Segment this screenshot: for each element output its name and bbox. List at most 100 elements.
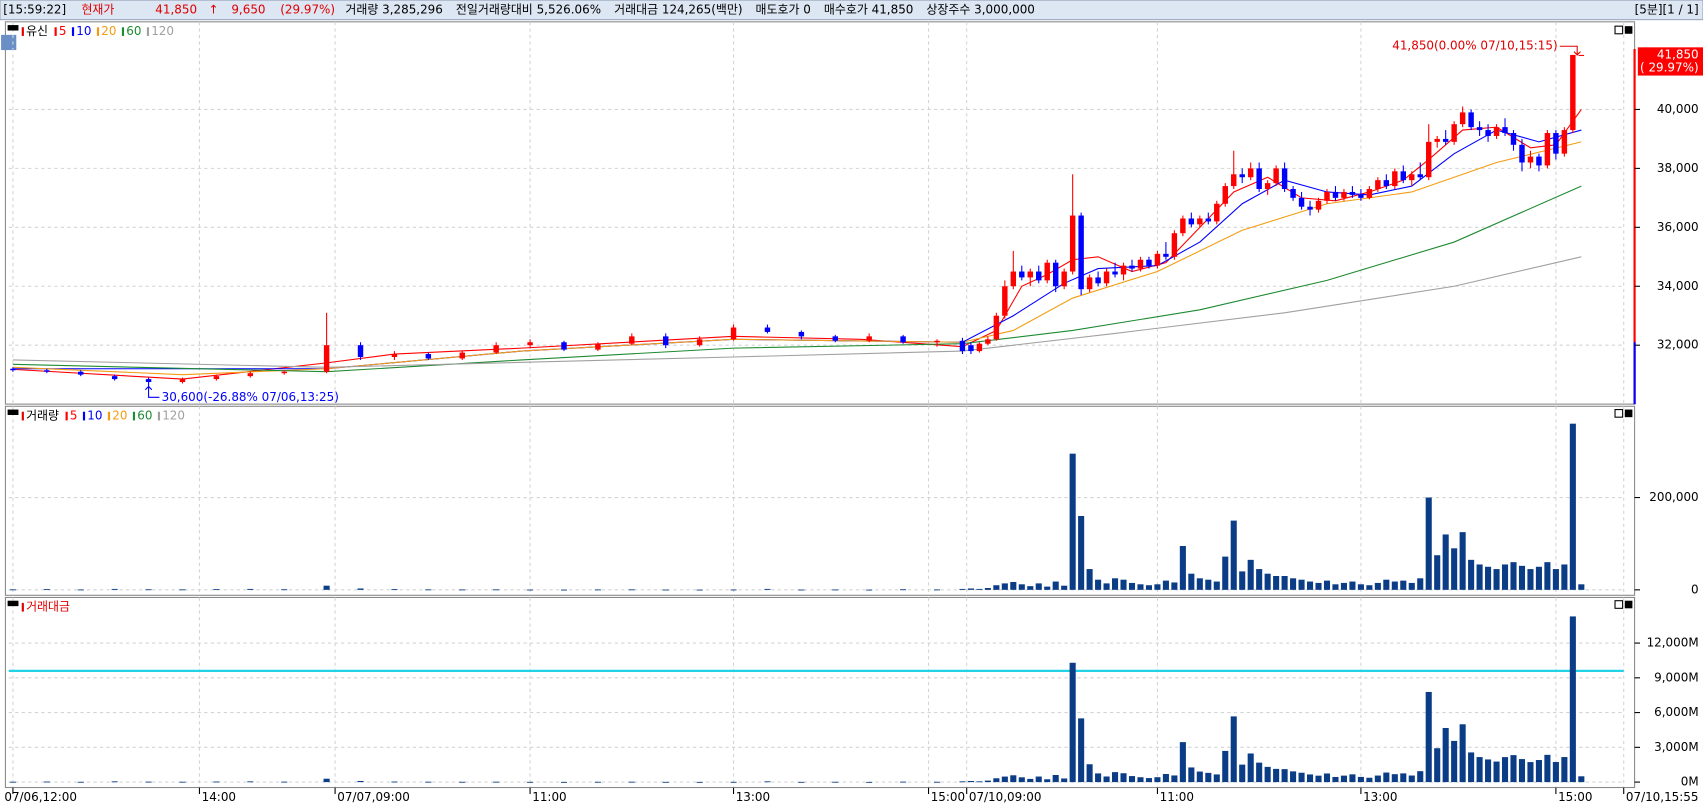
ma-line [12, 185, 1582, 373]
x-tick-label: 07/06,12:00 [4, 790, 77, 804]
bar [1044, 779, 1051, 783]
y-tick-label: 36,000 [1657, 220, 1699, 234]
candle-body [1146, 259, 1152, 266]
bar [459, 589, 466, 591]
legend-label: 5 [59, 24, 67, 38]
bar [425, 589, 432, 591]
bar [1001, 583, 1008, 590]
bar [1298, 579, 1305, 590]
bar [1078, 515, 1085, 590]
legend-swatch [54, 27, 57, 36]
candle-body [1341, 191, 1347, 198]
y-tick-label: 0 [1691, 582, 1699, 596]
bar [959, 588, 966, 590]
bar [493, 589, 500, 591]
bar [1188, 573, 1195, 590]
bar [77, 781, 84, 783]
bar [1510, 755, 1517, 783]
candle-body [179, 379, 186, 383]
candle-body [1273, 168, 1279, 184]
bar [1154, 777, 1161, 783]
bar [1476, 564, 1483, 590]
legend-swatch [157, 411, 161, 421]
bar [1417, 771, 1424, 783]
max-button[interactable] [1614, 409, 1624, 418]
candle-body [985, 339, 991, 344]
candle-body [1383, 180, 1390, 187]
bar [1552, 762, 1559, 783]
page-indicator[interactable]: [5분][1 / 1] [1635, 2, 1699, 16]
bar [1527, 762, 1534, 783]
bar [111, 781, 118, 783]
bar [1230, 716, 1237, 783]
bar [1425, 497, 1432, 590]
bar [1535, 566, 1542, 590]
candle-body [425, 354, 432, 359]
bar [1179, 742, 1186, 783]
legend-label: 10 [76, 24, 91, 38]
close-button[interactable] [1624, 26, 1633, 34]
bar [1112, 772, 1119, 783]
bar [1018, 584, 1025, 590]
bar [1298, 772, 1305, 783]
legend-label: 120 [162, 409, 185, 423]
bar [1578, 584, 1585, 590]
bar [1383, 579, 1390, 590]
close-button[interactable] [1624, 600, 1633, 609]
bar [145, 781, 152, 783]
candle-body [900, 336, 906, 343]
candle-body [1044, 262, 1050, 281]
y-tick-label: 0M [1681, 775, 1699, 789]
candle-body [78, 371, 84, 375]
bar [1264, 573, 1271, 590]
bar [1306, 581, 1314, 590]
bar [1569, 423, 1576, 590]
candle-body [696, 339, 703, 346]
bar [1222, 750, 1229, 783]
bar [1349, 581, 1356, 590]
candle-body [1154, 253, 1161, 266]
max-button[interactable] [1614, 25, 1624, 35]
bar [43, 781, 50, 783]
status-item: 상장주수 3,000,000 [926, 2, 1034, 16]
bar [662, 781, 669, 783]
value-panel [4, 596, 1636, 789]
candle-body [1570, 54, 1576, 131]
bar [1171, 775, 1178, 783]
candle-body [1358, 194, 1364, 198]
y-tick-label: 3,000M [1654, 740, 1698, 754]
bar [1128, 582, 1136, 590]
candle-body [1468, 112, 1474, 128]
bar [1145, 778, 1152, 783]
price-label: 현재가 [81, 2, 114, 16]
bar [1535, 760, 1542, 783]
bar [213, 781, 220, 783]
candle-body [1375, 180, 1381, 190]
candle-body [1366, 189, 1373, 198]
annotation: 41,850(0.00% 07/10,15:15) [1392, 39, 1557, 53]
legend-name: 유신 [26, 24, 48, 38]
close-button[interactable] [1624, 409, 1633, 418]
bar [527, 781, 534, 783]
bar [560, 781, 568, 783]
bar [1061, 778, 1068, 783]
max-button[interactable] [1614, 600, 1624, 609]
candle-body [1188, 218, 1195, 225]
candle-body [1417, 174, 1423, 178]
ma-line [12, 256, 1582, 368]
panel-button[interactable] [1, 34, 17, 51]
bar [976, 588, 983, 590]
current-price-box [1637, 47, 1703, 76]
candle-body [1078, 215, 1084, 290]
bar [696, 589, 703, 591]
legend-label: 60 [126, 24, 141, 38]
bar [628, 589, 635, 591]
candle-body [1476, 127, 1483, 131]
candle-body [1036, 271, 1042, 281]
candle-body [1197, 218, 1203, 225]
bar [247, 781, 254, 783]
bar [43, 589, 50, 591]
candle-body [1459, 112, 1466, 125]
candle-body [993, 315, 1000, 340]
bar [1340, 582, 1347, 590]
